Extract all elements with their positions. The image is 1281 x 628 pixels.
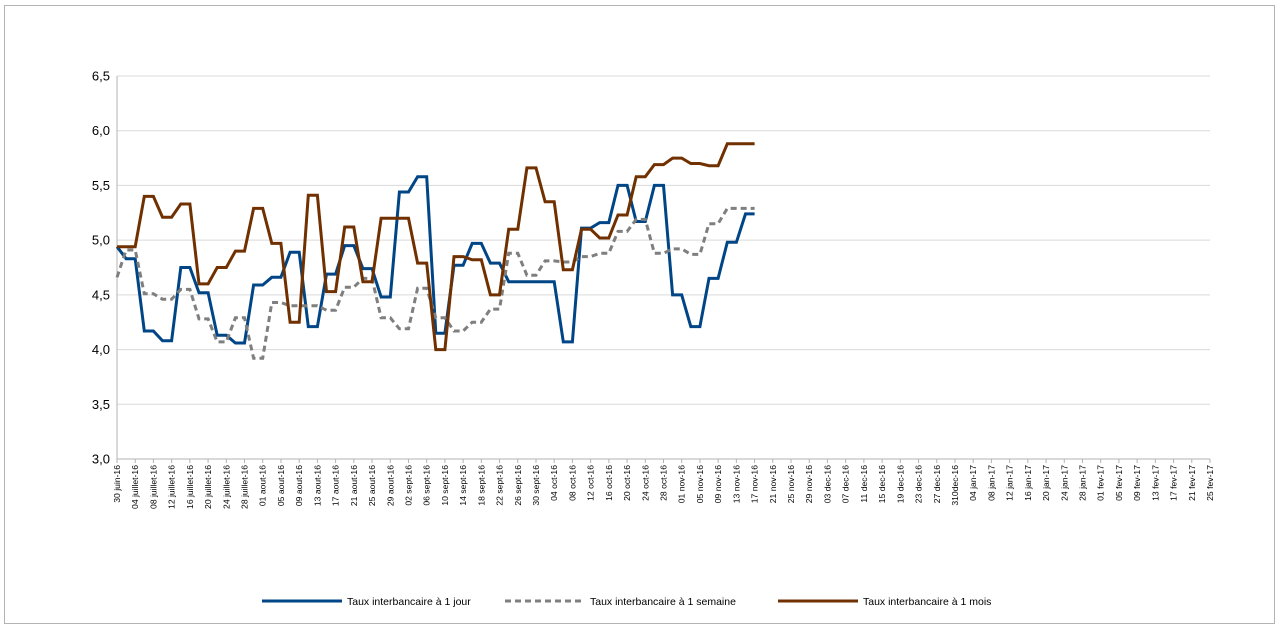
y-tick-label: 5,5: [92, 178, 110, 193]
x-tick-label: 04 jan-17: [968, 465, 978, 501]
y-tick-label: 4,0: [92, 342, 110, 357]
y-tick-label: 3,0: [92, 452, 110, 467]
x-tick-label: 29 aout-16: [385, 465, 395, 506]
x-tick-label: 25 fev-17: [1205, 465, 1215, 501]
x-tick-label: 09 nov-16: [713, 465, 723, 503]
y-tick-label: 4,5: [92, 287, 110, 302]
x-tick-label: 05 nov-16: [695, 465, 705, 503]
y-tick-label: 5,0: [92, 233, 110, 248]
x-tick-label: 21 nov-16: [768, 465, 778, 503]
x-tick-label: 17 fev-17: [1169, 465, 1179, 501]
x-tick-label: 20 juillet-16: [203, 465, 213, 509]
x-tick-label: 18 sept-16: [476, 465, 486, 506]
x-tick-label: 28 oct-16: [659, 465, 669, 501]
x-tick-label: 20 jan-17: [1041, 465, 1051, 501]
legend-label: Taux interbancaire à 1 semaine: [590, 596, 736, 608]
x-tick-label: 13 fev-17: [1150, 465, 1160, 501]
x-tick-label: 310dec-16: [950, 465, 960, 506]
x-tick-label: 19 dec-16: [895, 465, 905, 503]
x-tick-label: 14 sept-16: [458, 465, 468, 506]
x-tick-label: 05 fev-17: [1114, 465, 1124, 501]
x-tick-label: 12 jan-17: [1005, 465, 1015, 501]
x-tick-label: 23 dec-16: [914, 465, 924, 503]
x-tick-label: 16 juillet-16: [185, 465, 195, 509]
x-tick-label: 22 sept-16: [495, 465, 505, 506]
x-tick-label: 25 aout-16: [367, 465, 377, 506]
y-axis-ticks: 3,0 3,5 4,0 4,5 5,0 5,5 6,0 6,5: [92, 69, 110, 467]
x-tick-label: 24 oct-16: [640, 465, 650, 501]
x-tick-label: 04 juillet-16: [130, 465, 140, 509]
x-tick-label: 29 nov-16: [804, 465, 814, 503]
y-tick-label: 3,5: [92, 397, 110, 412]
x-tick-label: 04 oct-16: [549, 465, 559, 501]
x-tick-label: 21 aout-16: [349, 465, 359, 506]
x-tick-label: 16 oct-16: [604, 465, 614, 501]
x-tick-label: 12 oct-16: [586, 465, 596, 501]
x-tick-label: 30 juin-16: [112, 465, 122, 503]
x-tick-label: 06 sept-16: [422, 465, 432, 506]
x-tick-label: 08 oct-16: [567, 465, 577, 501]
x-tick-label: 05 aout-16: [276, 465, 286, 506]
x-tick-label: 08 juillet-16: [148, 465, 158, 509]
chart-frame: [4, 5, 1275, 624]
x-axis-ticks: 30 juin-16 04 juillet-16 08 juillet-16 12 j…: [112, 465, 1215, 509]
x-tick-label: 01 aout-16: [258, 465, 268, 506]
x-tick-label: 16 jan-17: [1023, 465, 1033, 501]
legend: Taux interbancaire à 1 jour Taux interban…: [262, 596, 991, 608]
x-tick-label: 28 juillet-16: [240, 465, 250, 509]
x-tick-label: 20 oct-16: [622, 465, 632, 501]
x-tick-label: 01 nov-16: [677, 465, 687, 503]
x-tick-label: 09 fev-17: [1132, 465, 1142, 501]
x-tick-label: 15 dec-16: [877, 465, 887, 503]
legend-label: Taux interbancaire à 1 mois: [863, 596, 991, 608]
x-tick-label: 17 nov-16: [750, 465, 760, 503]
x-tick-label: 28 jan-17: [1077, 465, 1087, 501]
x-tick-label: 02 sept-16: [403, 465, 413, 506]
plot-area: [115, 142, 755, 360]
x-tick-label: 25 nov-16: [786, 465, 796, 503]
x-tick-label: 13 aout-16: [312, 465, 322, 506]
legend-label: Taux interbancaire à 1 jour: [347, 596, 471, 608]
x-tick-label: 10 sept-16: [440, 465, 450, 506]
y-tick-label: 6,0: [92, 123, 110, 138]
x-tick-label: 11 dec-16: [859, 465, 869, 503]
series-line-1: [115, 175, 755, 345]
x-tick-label: 13 nov-16: [731, 465, 741, 503]
x-tick-label: 26 sept-16: [513, 465, 523, 506]
series-line-3: [117, 142, 755, 352]
x-tick-label: 12 juillet-16: [167, 465, 177, 509]
grid-lines: [116, 75, 1211, 463]
y-tick-label: 6,5: [92, 69, 110, 84]
x-tick-label: 30 sept-16: [531, 465, 541, 506]
series-line-2: [115, 206, 755, 360]
x-tick-label: 08 jan-17: [986, 465, 996, 501]
x-tick-label: 24 juillet-16: [221, 465, 231, 509]
x-tick-label: 07 dec-16: [841, 465, 851, 503]
x-tick-label: 24 jan-17: [1059, 465, 1069, 501]
x-tick-label: 21 fev-17: [1187, 465, 1197, 501]
x-tick-label: 09 aout-16: [294, 465, 304, 506]
x-tick-label: 17 aout-16: [331, 465, 341, 506]
x-tick-label: 01 fev-17: [1096, 465, 1106, 501]
x-tick-label: 27 dec-16: [932, 465, 942, 503]
x-tick-label: 03 dec-16: [822, 465, 832, 503]
